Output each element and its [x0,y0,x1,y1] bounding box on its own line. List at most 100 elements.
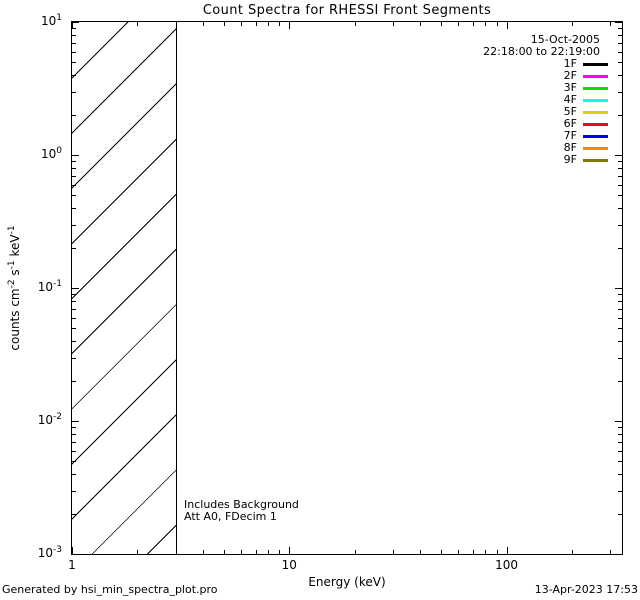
legend-color-swatch [583,158,608,162]
x-major-tick-top [72,22,73,29]
y-minor-tick-right [618,92,622,93]
y-minor-tick-right [618,427,622,428]
y-minor-tick-right [618,491,622,492]
x-minor-tick-bottom [137,550,138,554]
y-major-tick-left [72,554,79,555]
y-minor-tick-right [618,115,622,116]
y-axis-title: counts cm-2 s-1 keV-1 [7,225,22,351]
y-minor-tick-left [72,92,76,93]
x-major-tick-top [289,22,290,29]
legend-color-swatch [583,98,608,102]
y-minor-tick-left [72,514,76,515]
x-minor-tick-bottom [268,550,269,554]
y-minor-tick-right [618,381,622,382]
annotation-attenuator: Att A0, FDecim 1 [184,509,277,523]
y-title-exponent: -1 [7,260,17,270]
legend-entry-label: 8F [563,141,577,154]
y-minor-tick-left [72,358,76,359]
y-minor-tick-right [618,52,622,53]
y-minor-tick-left [72,474,76,475]
y-minor-tick-left [72,75,76,76]
y-minor-tick-right [618,474,622,475]
y-minor-tick-right [618,35,622,36]
x-major-tick-bottom [507,547,508,554]
y-title-exponent: -1 [7,225,17,235]
legend-entry-label: 6F [563,117,577,130]
legend: 15-Oct-2005 22:18:00 to 22:19:00 1F 2F 3F 4… [483,34,608,166]
y-minor-tick-right [618,358,622,359]
y-tick-label: 100 [40,146,62,162]
y-minor-tick-left [72,28,76,29]
x-minor-tick-top [268,22,269,26]
legend-entry: 9F [483,154,608,166]
y-tick-exponent: -1 [53,279,62,289]
x-tick-label: 10 [281,558,297,572]
y-minor-tick-right [618,434,622,435]
y-minor-tick-left [72,294,76,295]
x-minor-tick-top [441,22,442,26]
y-minor-tick-left [72,185,76,186]
legend-entry: 4F [483,94,608,106]
legend-time-range: 22:18:00 to 22:19:00 [483,45,600,58]
y-minor-tick-left [72,381,76,382]
x-minor-tick-bottom [279,550,280,554]
y-minor-tick-left [72,328,76,329]
x-minor-tick-top [473,22,474,26]
y-minor-tick-left [72,52,76,53]
x-minor-tick-bottom [572,550,573,554]
legend-entry-label: 2F [563,69,577,82]
y-minor-tick-right [618,195,622,196]
y-major-tick-left [72,288,79,289]
y-tick-exponent: 0 [56,146,62,156]
legend-entry: 2F [483,70,608,82]
y-minor-tick-right [618,341,622,342]
y-minor-tick-right [618,28,622,29]
legend-entry-label: 1F [563,57,577,70]
x-minor-tick-bottom [176,550,177,554]
y-minor-tick-left [72,168,76,169]
y-minor-tick-left [72,43,76,44]
y-minor-tick-left [72,161,76,162]
y-minor-tick-left [72,225,76,226]
y-title-exponent: -2 [7,279,17,289]
hatched-cutoff-region [72,22,177,554]
y-minor-tick-right [618,514,622,515]
x-minor-tick-bottom [241,550,242,554]
y-major-tick-right [615,288,622,289]
x-tick-label: 100 [495,558,518,572]
x-minor-tick-top [355,22,356,26]
y-tick-label: 10-3 [37,545,62,561]
y-minor-tick-left [72,35,76,36]
legend-color-swatch [583,122,608,126]
x-minor-tick-bottom [497,550,498,554]
y-minor-tick-left [72,62,76,63]
x-minor-tick-bottom [441,550,442,554]
x-minor-tick-top [241,22,242,26]
legend-entry-label: 4F [563,93,577,106]
legend-entry-label: 5F [563,105,577,118]
x-minor-tick-top [497,22,498,26]
x-minor-tick-bottom [420,550,421,554]
legend-color-swatch [583,86,608,90]
plot-area [71,21,623,555]
y-minor-tick-right [618,309,622,310]
x-tick-label: 1 [68,558,76,572]
y-major-tick-right [615,22,622,23]
x-minor-tick-top [485,22,486,26]
y-minor-tick-right [618,318,622,319]
footer-timestamp: 13-Apr-2023 17:53 [534,583,638,596]
x-minor-tick-top [572,22,573,26]
x-minor-tick-top [420,22,421,26]
y-major-tick-right [615,554,622,555]
y-major-tick-left [72,22,79,23]
footer-generator: Generated by hsi_min_spectra_plot.pro [2,583,218,596]
y-minor-tick-left [72,301,76,302]
y-minor-tick-left [72,461,76,462]
y-minor-tick-left [72,442,76,443]
x-minor-tick-bottom [256,550,257,554]
y-minor-tick-right [618,168,622,169]
y-minor-tick-left [72,341,76,342]
y-minor-tick-right [618,442,622,443]
y-minor-tick-left [72,318,76,319]
legend-color-swatch [583,134,608,138]
